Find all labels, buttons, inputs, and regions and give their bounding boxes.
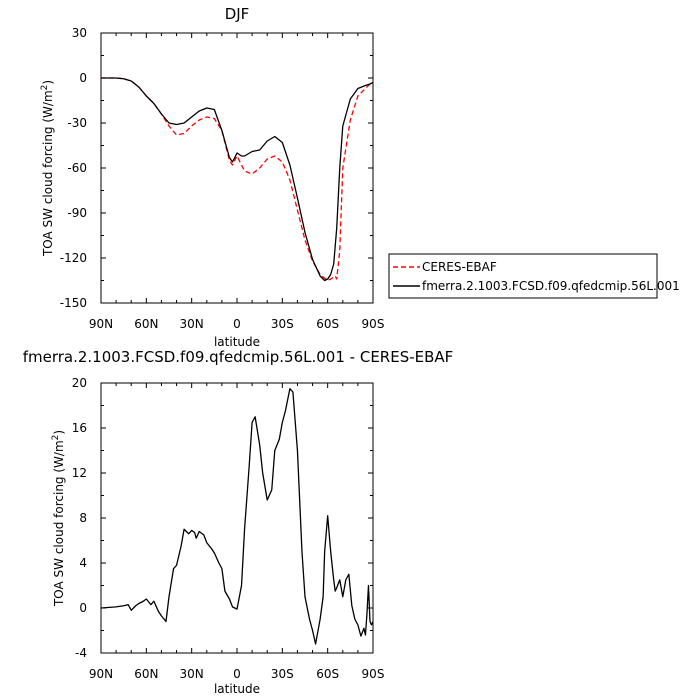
chart-top-xtick-label: 30N — [180, 317, 204, 331]
chart-bottom-xtick-label: 60N — [134, 667, 158, 681]
chart-bottom-title: fmerra.2.1003.FCSD.f09.qfedcmip.56L.001 … — [23, 348, 454, 366]
chart-top-xlabel: latitude — [214, 335, 260, 349]
chart-bottom-plot-frame — [100, 382, 374, 654]
chart-top-ytick-label: -60 — [67, 161, 87, 175]
legend-label-model: fmerra.2.1003.FCSD.f09.qfedcmip.56L.001 — [422, 279, 680, 293]
chart-top-xtick-label: 60N — [134, 317, 158, 331]
chart-bottom-ytick-label: 16 — [72, 421, 87, 435]
chart-bottom-ytick-label: 20 — [72, 376, 87, 390]
legend-box — [388, 253, 658, 299]
chart-top-ticks: 90N 60N 30N 0 30S 60S 90S 30 0 -30 -60 -90 -120 -150 — [60, 26, 385, 331]
chart-bottom-xlabel: latitude — [214, 682, 260, 696]
chart-bottom-marks — [100, 387, 374, 645]
legend: CERES-EBAF fmerra.2.1003.FCSD.f09.qfedcm… — [388, 253, 680, 299]
chart-top-ytick-label: -30 — [67, 116, 87, 130]
chart-top-ytick-label: 30 — [72, 26, 87, 40]
chart-top-ylabel: TOA SW cloud forcing (W/m2) — [40, 80, 55, 257]
chart-bottom: fmerra.2.1003.FCSD.f09.qfedcmip.56L.001 … — [23, 348, 454, 696]
chart-top: DJF 90N 60N 30N 0 30S 60S 90S 30 0 -30 -60 -90 -120 -… — [40, 5, 384, 349]
chart-top-series-line-1 — [101, 77, 374, 282]
chart-bottom-ytick-label: -4 — [75, 646, 87, 660]
chart-bottom-ytick-label: 12 — [72, 466, 87, 480]
chart-top-series-line-0 — [101, 77, 373, 282]
chart-top-xtick-label: 30S — [271, 317, 294, 331]
chart-top-xtick-label: 0 — [233, 317, 241, 331]
chart-bottom-xtick-label: 30N — [180, 667, 204, 681]
chart-top-ytick-label: -120 — [60, 251, 87, 265]
chart-top-title: DJF — [225, 5, 250, 23]
chart-bottom-xtick-label: 60S — [316, 667, 339, 681]
chart-top-ytick-label: 0 — [79, 71, 87, 85]
chart-bottom-xtick-label: 30S — [271, 667, 294, 681]
chart-bottom-ytick-label: 0 — [79, 601, 87, 615]
chart-top-marks — [101, 77, 374, 282]
chart-bottom-xtick-label: 90S — [362, 667, 385, 681]
chart-top-xtick-label: 90N — [89, 317, 113, 331]
chart-top-ytick-label: -90 — [67, 206, 87, 220]
chart-top-xtick-label: 90S — [362, 317, 385, 331]
chart-bottom-ytick-label: 8 — [79, 511, 87, 525]
legend-label-ceres: CERES-EBAF — [422, 260, 497, 274]
chart-top-xtick-label: 60S — [316, 317, 339, 331]
chart-bottom-xtick-label: 90N — [89, 667, 113, 681]
chart-top-ytick-label: -150 — [60, 296, 87, 310]
chart-bottom-series-line-0 — [100, 387, 374, 645]
chart-bottom-xtick-label: 0 — [233, 667, 241, 681]
chart-bottom-ytick-label: 4 — [79, 556, 87, 570]
chart-top-plot-frame — [100, 32, 374, 304]
chart-bottom-ticks: 90N 60N 30N 0 30S 60S 90S 20 16 12 8 4 0 -4 — [72, 376, 385, 681]
chart-bottom-ylabel: TOA SW cloud forcing (W/m2) — [51, 430, 66, 607]
